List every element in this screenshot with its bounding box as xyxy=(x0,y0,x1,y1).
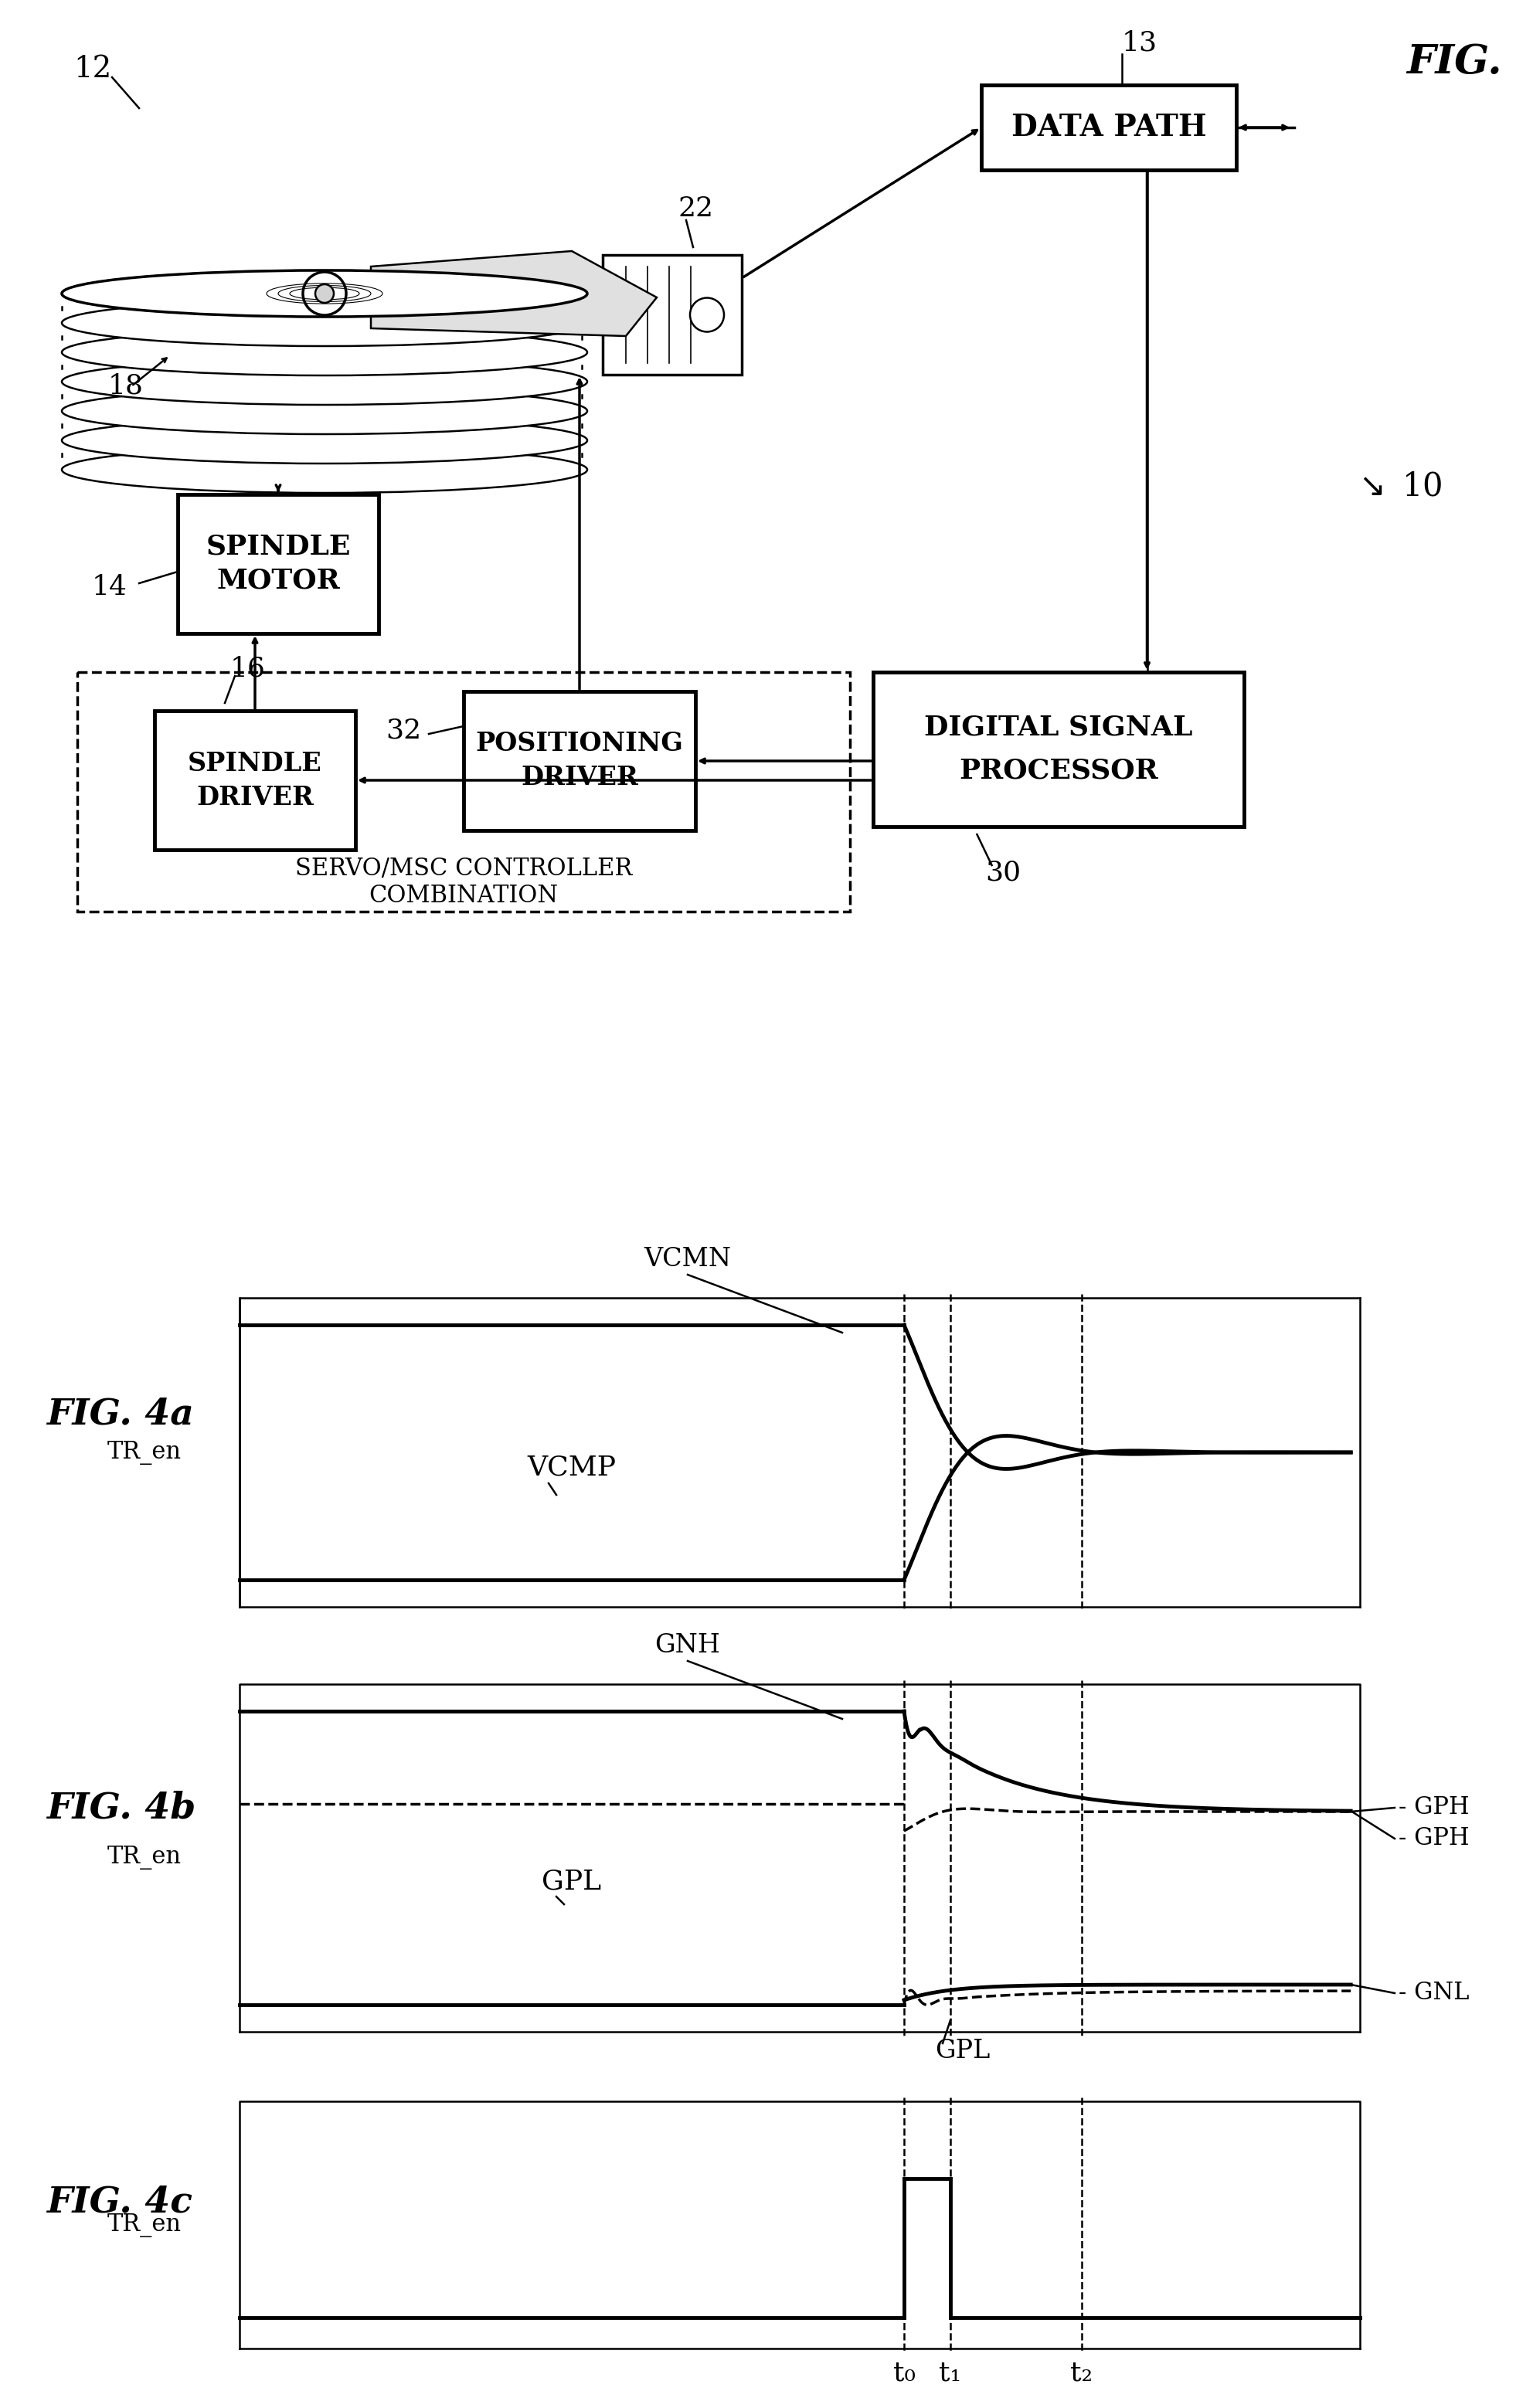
Bar xyxy=(464,691,696,831)
Bar xyxy=(77,672,850,913)
Text: FIG. 4b: FIG. 4b xyxy=(47,1789,196,1825)
Ellipse shape xyxy=(62,330,587,376)
Text: 22: 22 xyxy=(678,195,713,222)
Text: 17: 17 xyxy=(478,272,512,299)
Circle shape xyxy=(315,284,334,303)
Text: t₁: t₁ xyxy=(940,2360,961,2386)
Text: MOTOR: MOTOR xyxy=(217,568,340,595)
Text: 18: 18 xyxy=(108,373,144,400)
Text: SPINDLE: SPINDLE xyxy=(206,535,350,561)
Text: COMBINATION: COMBINATION xyxy=(368,884,558,908)
Text: VCMP: VCMP xyxy=(528,1454,615,1481)
Text: $\searrow$ 10: $\searrow$ 10 xyxy=(1352,470,1442,503)
Ellipse shape xyxy=(62,359,587,405)
Ellipse shape xyxy=(62,445,587,494)
Text: 12: 12 xyxy=(73,55,112,84)
Text: FIG. 4c: FIG. 4c xyxy=(47,2184,193,2220)
Text: TR_en: TR_en xyxy=(108,1440,182,1464)
Text: PROCESSOR: PROCESSOR xyxy=(960,759,1158,785)
Text: t₀: t₀ xyxy=(893,2360,916,2386)
Bar xyxy=(981,84,1236,171)
Text: POSITIONING: POSITIONING xyxy=(476,732,684,756)
Text: VCMN: VCMN xyxy=(644,1247,731,1271)
Text: 30: 30 xyxy=(985,860,1020,886)
Ellipse shape xyxy=(62,388,587,433)
Text: 13: 13 xyxy=(1122,29,1157,55)
Bar xyxy=(873,672,1245,826)
Text: 14: 14 xyxy=(92,573,127,600)
Text: FIG. 1: FIG. 1 xyxy=(1407,41,1516,82)
Text: FIG. 4a: FIG. 4a xyxy=(47,1397,194,1430)
Text: TR_en: TR_en xyxy=(108,1847,182,1871)
Text: t₂: t₂ xyxy=(1070,2360,1093,2386)
Circle shape xyxy=(690,299,725,332)
Text: SERVO/MSC CONTROLLER: SERVO/MSC CONTROLLER xyxy=(296,857,632,881)
Bar xyxy=(177,494,379,633)
Ellipse shape xyxy=(62,417,587,462)
Text: 32: 32 xyxy=(385,718,421,744)
Text: DRIVER: DRIVER xyxy=(522,766,638,790)
Ellipse shape xyxy=(62,299,587,347)
Text: - GNL: - GNL xyxy=(1399,1982,1469,2006)
Text: SPINDLE: SPINDLE xyxy=(188,751,321,775)
Text: TR_en: TR_en xyxy=(108,2213,182,2237)
Bar xyxy=(155,710,355,850)
Text: DRIVER: DRIVER xyxy=(196,785,314,809)
Text: - GPH: - GPH xyxy=(1399,1796,1469,1820)
Text: GPL: GPL xyxy=(935,2040,990,2064)
Text: 16: 16 xyxy=(230,655,265,681)
Text: DATA PATH: DATA PATH xyxy=(1011,113,1207,142)
Bar xyxy=(603,255,741,376)
Text: - GPH: - GPH xyxy=(1399,1828,1469,1852)
Text: GPL: GPL xyxy=(543,1869,602,1895)
Polygon shape xyxy=(371,250,656,337)
Ellipse shape xyxy=(62,270,587,318)
Text: GNH: GNH xyxy=(655,1633,720,1657)
Ellipse shape xyxy=(62,270,587,318)
Text: DIGITAL SIGNAL: DIGITAL SIGNAL xyxy=(925,715,1193,742)
Circle shape xyxy=(303,272,346,315)
